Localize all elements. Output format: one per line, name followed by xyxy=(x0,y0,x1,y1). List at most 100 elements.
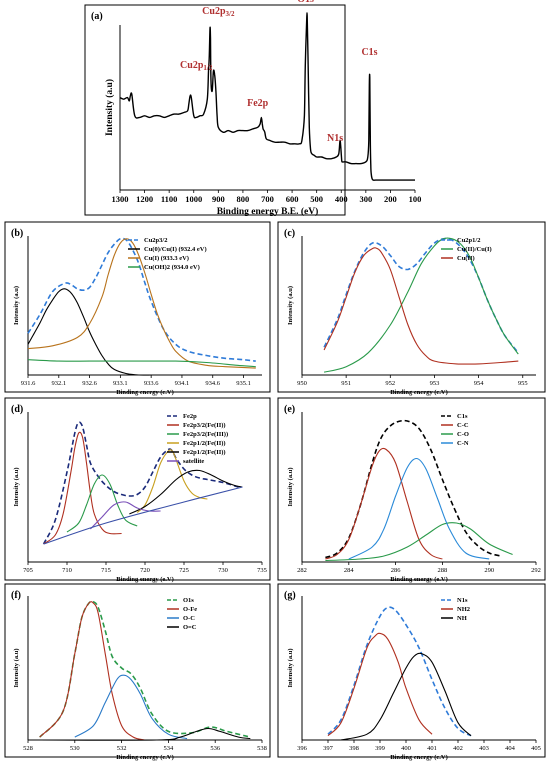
legend-entry: Cu2p1/2 xyxy=(457,237,480,244)
x-tick-label: 931.6 xyxy=(21,380,36,387)
panel-frame xyxy=(277,397,546,581)
series-line xyxy=(43,431,122,545)
x-tick-label: 952 xyxy=(385,380,395,387)
x-tick-label: 955 xyxy=(518,380,528,387)
x-tick-label: 401 xyxy=(427,745,437,752)
legend-entry: C-C xyxy=(457,422,469,429)
x-axis-title: Binding energy (e.V) xyxy=(390,754,448,761)
x-tick-label: 1000 xyxy=(185,194,202,204)
x-tick-label: 950 xyxy=(297,380,307,387)
legend-entry: O-C xyxy=(183,615,195,622)
series-line xyxy=(39,600,251,738)
series-line xyxy=(327,606,472,737)
x-tick-label: 403 xyxy=(479,745,489,752)
panel-label: (f) xyxy=(11,590,21,601)
panel-label: (g) xyxy=(284,590,296,601)
x-tick-label: 725 xyxy=(179,567,189,574)
x-tick-label: 530 xyxy=(70,745,80,752)
x-tick-label: 400 xyxy=(335,194,348,204)
legend-entry: Cu(I) (933.3 eV) xyxy=(144,255,189,262)
panel-label: (a) xyxy=(91,11,103,22)
panel-f: (f) 528 530 532 534 536 538 Binding energy (e.V… xyxy=(4,583,271,761)
series-line xyxy=(119,12,415,181)
legend-entry: C1s xyxy=(457,413,468,420)
series-line xyxy=(323,237,519,354)
x-tick-label: 720 xyxy=(140,567,150,574)
series-line xyxy=(325,522,513,562)
legend-entry: C-O xyxy=(457,431,469,438)
panel-a: (a) 1300 1200 1100 1000 900 800 700 600 500 400 300… xyxy=(84,0,422,217)
panel-e: (e) 282 284 286 288 290 292 Binding energy (e.V… xyxy=(277,397,546,583)
series-line xyxy=(348,457,490,560)
x-tick-label: 800 xyxy=(237,194,250,204)
x-tick-label: 100 xyxy=(409,194,422,204)
series-line xyxy=(42,421,239,545)
panel-frame xyxy=(277,583,546,758)
x-axis-title: Binding energy (e.V) xyxy=(116,389,174,396)
legend-entry: Fe2p3/2(Fe(III)) xyxy=(183,431,228,438)
x-tick-label: 934.6 xyxy=(205,380,220,387)
panel-g: (g) 396 397 398 399 400 401 402 403 404 405 Binding… xyxy=(277,583,546,761)
legend-entry: Fe2p xyxy=(183,413,197,420)
series-line xyxy=(66,474,138,533)
x-tick-label: 735 xyxy=(257,567,267,574)
panel-frame xyxy=(84,4,346,216)
x-tick-label: 933.1 xyxy=(113,380,128,387)
peak-label-text: Fe2p xyxy=(247,98,269,109)
series-line xyxy=(39,727,251,741)
x-tick-label: 397 xyxy=(323,745,334,752)
legend-entry: O=C xyxy=(183,624,197,631)
x-tick-label: 600 xyxy=(286,194,299,204)
series-line xyxy=(39,601,146,741)
x-tick-label: 396 xyxy=(297,745,308,752)
y-axis-title: Intensity (a.u) xyxy=(104,79,115,136)
peak-label-text: N1s xyxy=(327,133,343,144)
series-line xyxy=(136,449,208,513)
series-line xyxy=(27,288,152,376)
x-tick-label: 402 xyxy=(453,745,463,752)
peak-label: O1s xyxy=(297,0,314,5)
x-tick-label: 288 xyxy=(438,567,448,574)
legend-entry: Cu(0)/Cu(I) (932.4 eV) xyxy=(144,246,207,253)
panel-label: (c) xyxy=(284,228,295,239)
x-tick-label: 932.6 xyxy=(82,380,97,387)
peak-label: C1s xyxy=(361,47,377,58)
x-tick-label: 730 xyxy=(218,567,228,574)
x-tick-label: 284 xyxy=(344,567,355,574)
series-line xyxy=(74,674,188,740)
panel-label: (e) xyxy=(284,404,295,415)
x-tick-label: 935.1 xyxy=(236,380,251,387)
panel-label: (b) xyxy=(11,228,23,239)
x-tick-label: 404 xyxy=(505,745,516,752)
x-tick-label: 954 xyxy=(474,380,485,387)
x-tick-label: 400 xyxy=(401,745,411,752)
series-line xyxy=(43,486,243,545)
x-tick-label: 500 xyxy=(310,194,323,204)
x-tick-label: 200 xyxy=(384,194,397,204)
x-tick-label: 934.1 xyxy=(175,380,190,387)
x-axis-title: Binding energy (e.V) xyxy=(116,576,174,583)
panel-frame xyxy=(4,397,271,581)
x-tick-label: 300 xyxy=(359,194,372,204)
peak-label-subscript: 3/2 xyxy=(226,10,235,18)
peak-label-subscript: 1/2 xyxy=(203,64,212,72)
x-tick-label: 286 xyxy=(391,567,402,574)
legend-entry: NH xyxy=(457,615,467,622)
x-tick-label: 536 xyxy=(210,745,221,752)
legend-entry: Fe2p1/2(Fe(II)) xyxy=(183,449,226,456)
y-axis-title: Intensity (a.u) xyxy=(13,467,20,506)
series-line xyxy=(325,419,502,559)
peak-label: Cu2p3/2 xyxy=(202,6,235,18)
x-axis-title: Binding energy (e.V) xyxy=(390,389,448,396)
y-axis-title: Intensity (a.u) xyxy=(13,648,20,687)
y-axis-title: Intensity (a.u) xyxy=(287,467,294,506)
x-tick-label: 933.6 xyxy=(144,380,159,387)
x-tick-label: 710 xyxy=(62,567,72,574)
peak-label: Fe2p xyxy=(247,98,269,109)
x-tick-label: 538 xyxy=(257,745,267,752)
legend-entry: Fe2p1/2(Fe(II)) xyxy=(183,440,226,447)
x-tick-label: 398 xyxy=(349,745,359,752)
x-tick-label: 705 xyxy=(23,567,33,574)
peak-label-text: O1s xyxy=(297,0,314,5)
